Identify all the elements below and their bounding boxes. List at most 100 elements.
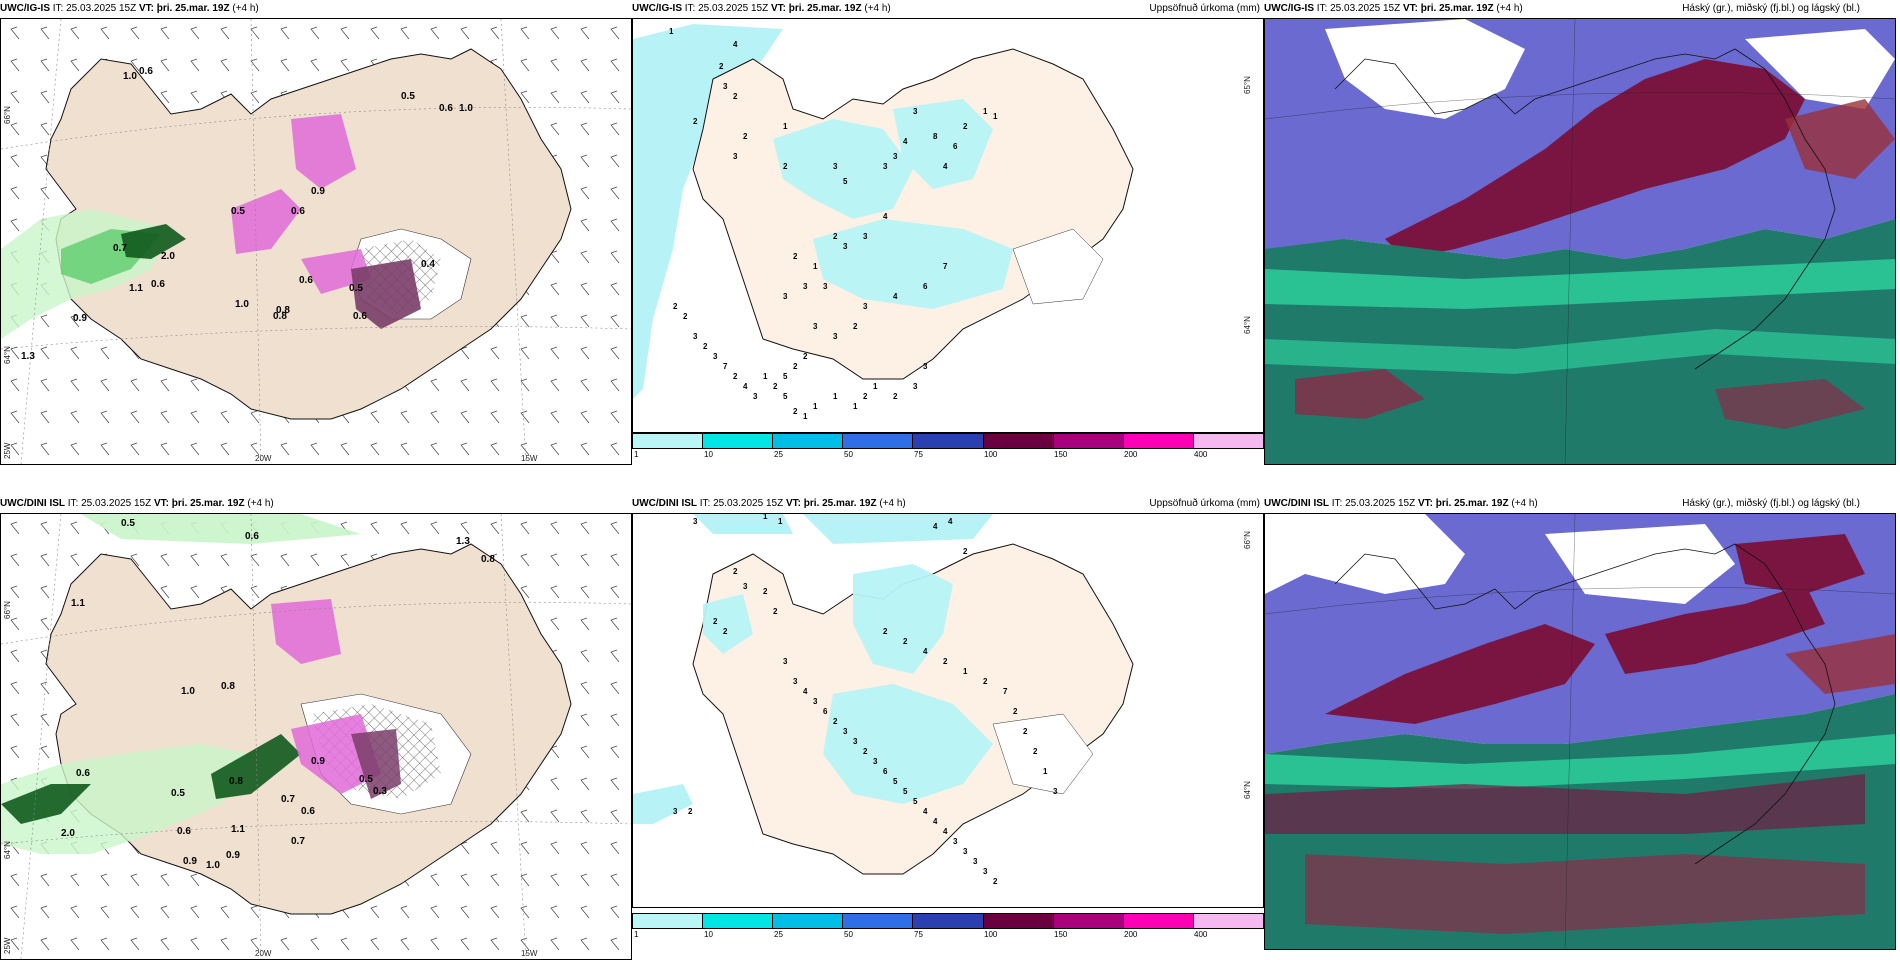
lat-label-66: 66°N bbox=[3, 601, 12, 619]
wind-barb bbox=[190, 905, 200, 919]
map-value-label: 0.8 bbox=[276, 305, 290, 316]
map-value-label: 1.0 bbox=[235, 299, 249, 310]
cloud-green-1 bbox=[1265, 259, 1895, 309]
map-value-label: 5 bbox=[843, 177, 848, 186]
wind-barb bbox=[580, 346, 590, 360]
wind-barb bbox=[610, 745, 620, 759]
wind-barb bbox=[280, 58, 290, 72]
it-value: 25.03.2025 15Z bbox=[713, 498, 784, 509]
cloud-grid bbox=[1265, 514, 1895, 949]
panel-header: UWC/DINI ISL IT: 25.03.2025 15Z VT: þri.… bbox=[1264, 495, 1900, 513]
vt-value: þri. 25.mar. 19Z bbox=[1420, 3, 1494, 14]
wind-barb bbox=[280, 937, 290, 951]
legend-swatch bbox=[983, 914, 1054, 928]
forecast-offset: (+4 h) bbox=[864, 3, 891, 14]
map-value-label: 0.9 bbox=[311, 186, 325, 197]
wind-barb bbox=[10, 218, 20, 232]
panel-r2-wind: UWC/DINI ISL IT: 25.03.2025 15Z VT: þri.… bbox=[0, 495, 632, 960]
lat-label-64: 64°N bbox=[1243, 316, 1253, 334]
wind-barb bbox=[130, 410, 140, 424]
vt-value: þri. 25.mar. 19Z bbox=[803, 498, 877, 509]
map-value-label: 3 bbox=[673, 807, 678, 816]
wind-barb bbox=[10, 58, 20, 72]
legend-tick: 1 bbox=[634, 930, 639, 939]
cloud-map[interactable] bbox=[1264, 18, 1896, 465]
iceland-land bbox=[692, 48, 1134, 380]
wind-barb bbox=[610, 26, 620, 40]
map-value-label: 3 bbox=[893, 152, 898, 161]
wind-barb bbox=[550, 378, 560, 392]
wind-barb bbox=[580, 154, 590, 168]
panel-title: Uppsöfnuð úrkoma (mm) bbox=[1149, 3, 1260, 14]
legend-swatches bbox=[632, 433, 1264, 449]
wind-barb bbox=[10, 26, 20, 40]
map-value-label: 0.8 bbox=[221, 681, 235, 692]
iceland-outline bbox=[1334, 543, 1836, 865]
wind-barb bbox=[40, 649, 50, 663]
cloud-white-2 bbox=[1745, 29, 1895, 109]
wind-barb bbox=[70, 26, 80, 40]
map-value-label: 3 bbox=[823, 282, 828, 291]
wind-barb bbox=[580, 186, 590, 200]
map-value-label: 1.3 bbox=[21, 351, 35, 362]
map-value-label: 0.5 bbox=[401, 91, 415, 102]
map-value-label: 1.1 bbox=[231, 824, 245, 835]
precip-legend: 1 10 25 50 75 100 150 200 400 bbox=[632, 913, 1264, 941]
wind-values: 0.5 0.6 1.3 0.8 1.1 1.0 0.8 0.9 0.6 0.5 0.8 0.7 0.6 0… bbox=[61, 518, 495, 871]
wind-barb bbox=[100, 26, 110, 40]
map-value-label: 1 bbox=[1043, 767, 1048, 776]
map-value-label: 1 bbox=[778, 517, 783, 526]
precip-cyan-top bbox=[693, 514, 793, 534]
wind-barb bbox=[580, 218, 590, 232]
wind-barb bbox=[580, 90, 590, 104]
wind-barb bbox=[310, 442, 320, 456]
map-value-label: 3 bbox=[1053, 787, 1058, 796]
wind-barb bbox=[310, 26, 320, 40]
map-value-label: 2 bbox=[803, 352, 808, 361]
wind-barb bbox=[250, 937, 260, 951]
map-value-label: 0.6 bbox=[76, 768, 90, 779]
map-value-label: 5 bbox=[913, 797, 918, 806]
cloud-map[interactable] bbox=[1264, 513, 1896, 950]
wind-barb bbox=[100, 442, 110, 456]
wind-barb bbox=[190, 410, 200, 424]
wind-barb bbox=[550, 553, 560, 567]
wind-barb bbox=[130, 58, 140, 72]
legend-swatch bbox=[913, 434, 984, 448]
wind-barb bbox=[580, 282, 590, 296]
wind-map[interactable]: 0.5 0.6 1.3 0.8 1.1 1.0 0.8 0.9 0.6 0.5 0.8 0.7 0.6 0… bbox=[0, 513, 632, 960]
wind-barb bbox=[10, 154, 20, 168]
wind-barb bbox=[220, 442, 230, 456]
map-value-label: 0.8 bbox=[481, 554, 495, 565]
map-value-label: 2 bbox=[853, 322, 858, 331]
map-value-label: 3 bbox=[813, 322, 818, 331]
it-label: IT: bbox=[67, 498, 79, 509]
map-value-label: 0.5 bbox=[349, 283, 363, 294]
map-value-label: 3 bbox=[923, 362, 928, 371]
map-value-label: 3 bbox=[693, 517, 698, 526]
wind-barb bbox=[70, 937, 80, 951]
panel-r1-wind: UWC/IG-IS IT: 25.03.2025 15Z VT: þri. 25… bbox=[0, 0, 632, 465]
wind-map[interactable]: 1.0 0.6 0.5 0.6 1.0 0.9 0.6 0.5 0.7 2.0 1.1 0.6 0.9 1… bbox=[0, 18, 632, 465]
lat-label-65: 65°N bbox=[1243, 76, 1253, 94]
wind-barb bbox=[610, 378, 620, 392]
legend-swatch bbox=[843, 914, 914, 928]
model-name: UWC/DINI ISL bbox=[1264, 498, 1329, 509]
wind-barb bbox=[550, 122, 560, 136]
wind-barb bbox=[190, 90, 200, 104]
map-value-label: 6 bbox=[923, 282, 928, 291]
wind-barb bbox=[10, 617, 20, 631]
wind-barb bbox=[10, 585, 20, 599]
wind-barb bbox=[490, 841, 500, 855]
wind-barb bbox=[40, 186, 50, 200]
purple-area bbox=[351, 259, 421, 329]
map-value-label: 2 bbox=[863, 747, 868, 756]
wind-barb bbox=[100, 410, 110, 424]
wind-barb bbox=[400, 905, 410, 919]
forecast-offset: (+4 h) bbox=[247, 498, 274, 509]
model-name: UWC/IG-IS bbox=[1264, 3, 1314, 14]
cloud-map-svg bbox=[1265, 19, 1895, 464]
